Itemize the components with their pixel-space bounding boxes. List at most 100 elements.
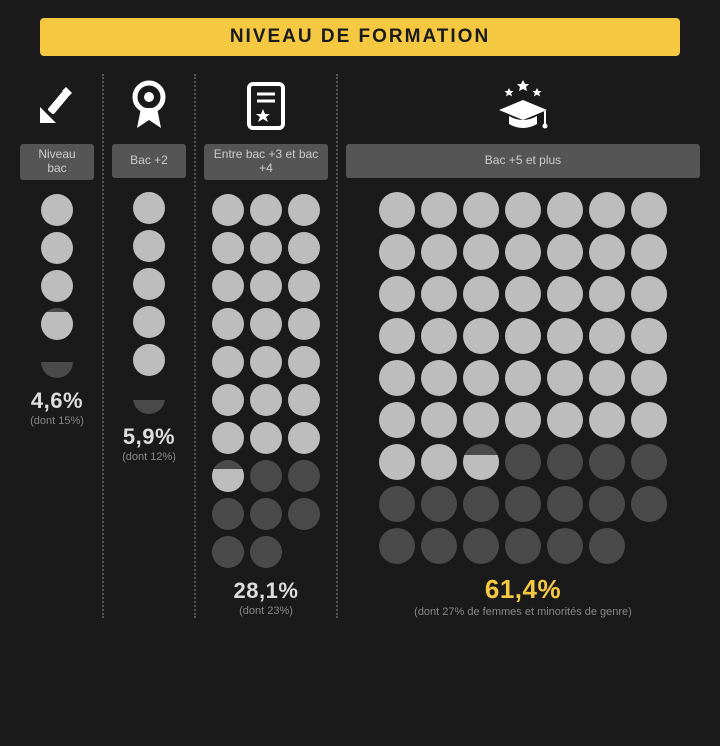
dot — [421, 360, 457, 396]
dot — [505, 234, 541, 270]
category-column: Niveau bac4,6%(dont 15%) — [12, 74, 104, 618]
dot — [421, 444, 457, 480]
dot — [631, 276, 667, 312]
category-label: Entre bac +3 et bac +4 — [204, 144, 328, 180]
dot — [631, 234, 667, 270]
dot — [379, 444, 415, 480]
category-icon — [491, 74, 555, 138]
category-icon — [243, 74, 289, 138]
dot — [133, 230, 165, 262]
dot — [547, 318, 583, 354]
dot — [463, 402, 499, 438]
percent-value: 5,9% — [123, 424, 175, 450]
dot — [250, 384, 282, 416]
dot — [212, 460, 244, 492]
dot — [288, 346, 320, 378]
dot — [250, 536, 282, 568]
dot — [547, 234, 583, 270]
dot — [133, 382, 165, 414]
dot-grid — [379, 192, 667, 564]
category-icon — [34, 74, 80, 138]
dot — [379, 486, 415, 522]
dot — [463, 528, 499, 564]
dot — [589, 192, 625, 228]
dot — [288, 384, 320, 416]
dot — [41, 270, 73, 302]
dot — [589, 486, 625, 522]
dot — [250, 270, 282, 302]
dot — [133, 192, 165, 224]
dot — [212, 308, 244, 340]
category-column: Entre bac +3 et bac +428,1%(dont 23%) — [196, 74, 338, 618]
dot — [463, 360, 499, 396]
dot — [547, 192, 583, 228]
dot — [421, 234, 457, 270]
dot — [631, 192, 667, 228]
dot — [212, 346, 244, 378]
dot — [505, 444, 541, 480]
percent-sub: (dont 15%) — [30, 415, 84, 427]
dot — [379, 402, 415, 438]
dot — [547, 402, 583, 438]
dot — [421, 486, 457, 522]
dot — [505, 402, 541, 438]
dot — [589, 444, 625, 480]
dot — [133, 344, 165, 376]
dot — [250, 422, 282, 454]
percent-sub: (dont 12%) — [122, 451, 176, 463]
dot — [547, 444, 583, 480]
dot — [288, 270, 320, 302]
category-icon — [127, 74, 171, 138]
dot — [589, 360, 625, 396]
dot — [288, 232, 320, 264]
dot — [589, 318, 625, 354]
percent-sub: (dont 27% de femmes et minorités de genr… — [414, 606, 632, 618]
dot — [250, 194, 282, 226]
dot — [589, 402, 625, 438]
dot — [631, 402, 667, 438]
dot — [505, 486, 541, 522]
dot — [288, 194, 320, 226]
category-label: Bac +2 — [112, 144, 186, 178]
dot — [505, 192, 541, 228]
dot — [379, 192, 415, 228]
dot — [250, 498, 282, 530]
dot — [41, 346, 73, 378]
dot — [589, 234, 625, 270]
dot — [379, 528, 415, 564]
dot — [212, 270, 244, 302]
dot — [288, 308, 320, 340]
dot — [589, 276, 625, 312]
dot — [212, 232, 244, 264]
dot — [288, 422, 320, 454]
dot — [463, 486, 499, 522]
dot — [212, 194, 244, 226]
dot — [133, 306, 165, 338]
category-column: Bac +2 5,9%(dont 12%) — [104, 74, 196, 618]
dot-grid — [41, 194, 73, 378]
dot — [250, 346, 282, 378]
dot — [463, 234, 499, 270]
percent-value: 28,1% — [234, 578, 299, 604]
dot — [212, 498, 244, 530]
dot — [421, 276, 457, 312]
dot — [250, 232, 282, 264]
page-title: NIVEAU DE FORMATION — [40, 18, 680, 56]
dot — [212, 536, 244, 568]
dot — [505, 318, 541, 354]
dot — [631, 486, 667, 522]
category-column: Bac +5 et plus61,4%(dont 27% de femmes e… — [338, 74, 708, 618]
dot — [631, 360, 667, 396]
category-label: Niveau bac — [20, 144, 94, 180]
dot — [463, 444, 499, 480]
dot — [631, 318, 667, 354]
dot — [212, 384, 244, 416]
dot — [421, 192, 457, 228]
dot — [421, 402, 457, 438]
percent-value: 61,4% — [485, 574, 561, 605]
dot — [463, 276, 499, 312]
dot — [421, 318, 457, 354]
dot — [288, 460, 320, 492]
dot — [547, 528, 583, 564]
dot — [463, 192, 499, 228]
